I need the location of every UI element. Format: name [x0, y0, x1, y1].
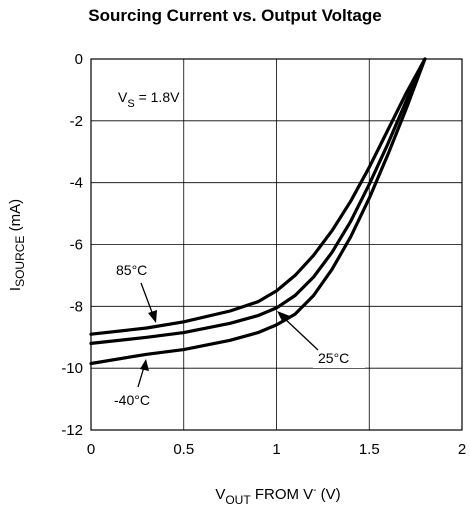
- arrowhead-minus40c: [140, 359, 149, 371]
- series-line-2: [89, 57, 427, 366]
- condition-label: VS = 1.8V: [118, 89, 180, 110]
- arrowhead-25c: [277, 311, 290, 323]
- plot-frame: [90, 58, 463, 431]
- y-tick-label: -2: [70, 113, 83, 130]
- label-25c: 25°C: [318, 350, 349, 366]
- label-85-bg: [112, 258, 164, 280]
- x-tick-label: 1: [272, 441, 280, 458]
- y-tick-label: -8: [70, 298, 83, 315]
- y-tick-label: -6: [70, 237, 83, 254]
- arrow-minus40c: [137, 366, 145, 388]
- arrow-25c: [283, 317, 319, 351]
- chart-title: Sourcing Current vs. Output Voltage: [88, 6, 382, 25]
- label-minus40c: -40°C: [114, 392, 150, 408]
- x-tick-label: 0: [87, 441, 95, 458]
- y-tick-label: -10: [61, 360, 83, 377]
- series-line-0: [89, 57, 427, 336]
- label-25-bg: [313, 346, 365, 368]
- y-tick-label: -4: [70, 175, 83, 192]
- label-40-bg: [110, 388, 164, 410]
- x-tick-label: 1.5: [359, 441, 380, 458]
- y-axis-label: ISOURCE (mA): [7, 199, 27, 291]
- tick-labels: 0 0.5 1 1.5 2 0 -2 -4 -6 -8 -10 -12: [61, 51, 466, 458]
- grid: [90, 58, 463, 431]
- curves: [89, 57, 427, 366]
- arrow-85c: [140, 282, 154, 316]
- series-line-1: [89, 57, 427, 345]
- label-85c: 85°C: [116, 262, 147, 278]
- x-tick-label: 0.5: [173, 441, 194, 458]
- y-tick-label: 0: [75, 51, 83, 68]
- arrowhead-85c: [148, 310, 157, 323]
- x-axis-label: VOUT FROM V- (V): [215, 485, 340, 507]
- y-tick-label: -12: [61, 422, 83, 439]
- x-tick-label: 2: [458, 441, 466, 458]
